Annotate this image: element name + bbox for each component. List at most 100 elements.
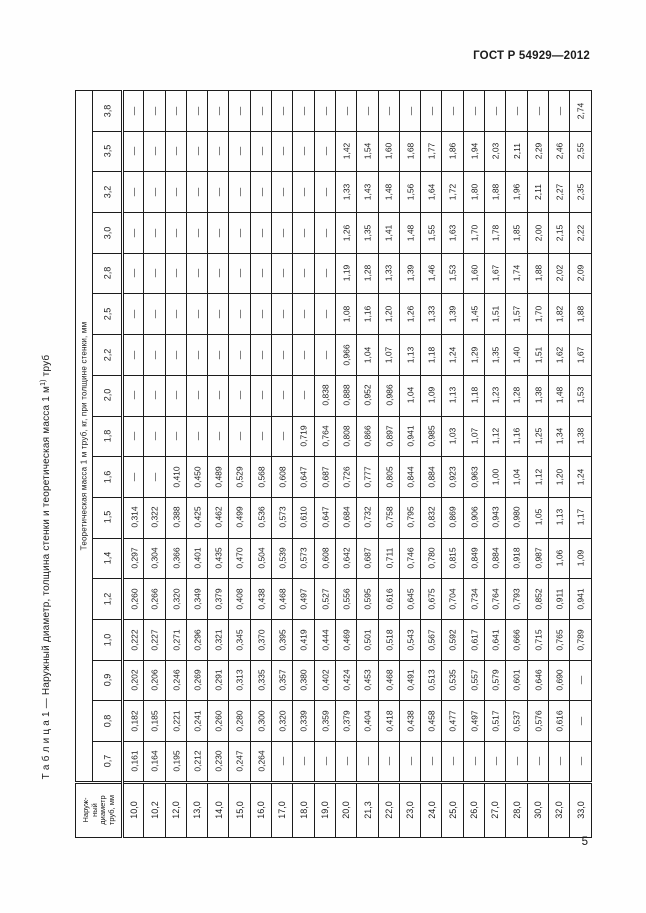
mass-value-cell: 0,291 bbox=[207, 659, 230, 702]
mass-value-cell: 1,48 bbox=[398, 212, 422, 254]
mass-value-cell: 0,491 bbox=[398, 659, 422, 702]
mass-value-cell: 1,28 bbox=[356, 252, 379, 295]
empty-dash-cell: — bbox=[228, 130, 251, 173]
empty-dash-cell: — bbox=[313, 130, 336, 173]
thickness-header-cell: 1,2 bbox=[92, 578, 123, 620]
mass-value-cell: 0,241 bbox=[185, 700, 209, 742]
empty-dash-cell: — bbox=[292, 90, 315, 132]
empty-dash-cell: — bbox=[484, 741, 507, 783]
diameter-header-cell: 14,0 bbox=[207, 780, 230, 838]
empty-dash-cell: — bbox=[120, 90, 145, 132]
mass-value-cell: 0,780 bbox=[420, 537, 443, 580]
mass-value-cell: 1,51 bbox=[484, 293, 507, 336]
thickness-header-cell: 1,5 bbox=[92, 496, 123, 539]
mass-value-cell: 1,16 bbox=[505, 415, 528, 458]
mass-value-cell: 1,09 bbox=[569, 537, 592, 580]
mass-value-cell: 0,595 bbox=[356, 578, 379, 620]
mass-value-cell: 1,09 bbox=[420, 374, 443, 417]
empty-dash-cell: — bbox=[271, 212, 294, 254]
thickness-header-cell: 2,8 bbox=[92, 252, 123, 295]
mass-value-cell: 0,746 bbox=[398, 537, 422, 580]
table-caption-tail: труб bbox=[41, 354, 53, 380]
empty-dash-cell: — bbox=[569, 659, 592, 702]
empty-dash-cell: — bbox=[164, 415, 187, 458]
mass-value-cell: 1,85 bbox=[505, 212, 528, 254]
mass-value-cell: 0,576 bbox=[526, 700, 549, 742]
empty-dash-cell: — bbox=[271, 171, 294, 214]
thickness-header-cell: 3,0 bbox=[92, 212, 123, 254]
mass-value-cell: 0,941 bbox=[398, 415, 422, 458]
mass-value-cell: 0,815 bbox=[441, 537, 464, 580]
mass-value-cell: 0,182 bbox=[120, 700, 145, 742]
mass-value-cell: 2,03 bbox=[484, 130, 507, 173]
empty-dash-cell: — bbox=[313, 90, 336, 132]
empty-dash-cell: — bbox=[143, 212, 166, 254]
mass-value-cell: 1,38 bbox=[526, 374, 549, 417]
empty-dash-cell: — bbox=[313, 293, 336, 336]
mass-value-cell: 0,911 bbox=[547, 578, 571, 620]
mass-value-cell: 0,897 bbox=[377, 415, 400, 458]
mass-value-cell: 0,264 bbox=[249, 741, 273, 783]
empty-dash-cell: — bbox=[185, 293, 209, 336]
empty-dash-cell: — bbox=[292, 212, 315, 254]
mass-value-cell: 1,03 bbox=[441, 415, 464, 458]
empty-dash-cell: — bbox=[292, 374, 315, 417]
mass-span-header-text: Теоретическая масса 1 м труб, кг, при то… bbox=[79, 321, 89, 551]
mass-value-cell: 1,33 bbox=[377, 252, 400, 295]
empty-dash-cell: — bbox=[164, 90, 187, 132]
empty-dash-cell: — bbox=[292, 171, 315, 214]
mass-value-cell: 1,94 bbox=[462, 130, 486, 173]
mass-value-cell: 1,13 bbox=[398, 334, 422, 376]
mass-value-cell: 0,266 bbox=[143, 578, 166, 620]
mass-value-cell: 1,38 bbox=[569, 415, 592, 458]
mass-value-cell: 0,852 bbox=[526, 578, 549, 620]
mass-value-cell: 0,444 bbox=[313, 618, 336, 661]
mass-value-cell: 0,504 bbox=[249, 537, 273, 580]
thickness-header-cell: 1,0 bbox=[92, 618, 123, 661]
diameter-header-cell: 10,0 bbox=[120, 780, 145, 838]
empty-dash-cell: — bbox=[120, 212, 145, 254]
empty-dash-cell: — bbox=[292, 130, 315, 173]
page-number: 5 bbox=[581, 836, 588, 848]
thickness-header-cell: 3,2 bbox=[92, 171, 123, 214]
mass-value-cell: 0,322 bbox=[143, 496, 166, 539]
mass-value-cell: 0,370 bbox=[249, 618, 273, 661]
mass-value-cell: 2,29 bbox=[526, 130, 549, 173]
empty-dash-cell: — bbox=[207, 293, 230, 336]
mass-value-cell: 0,764 bbox=[484, 578, 507, 620]
mass-value-cell: 1,74 bbox=[505, 252, 528, 295]
thickness-header-cell: 0,7 bbox=[92, 741, 123, 783]
mass-value-cell: 0,470 bbox=[228, 537, 251, 580]
mass-value-cell: 1,51 bbox=[526, 334, 549, 376]
mass-value-cell: 0,164 bbox=[143, 741, 166, 783]
empty-dash-cell: — bbox=[547, 90, 571, 132]
diameter-header-cell: 15,0 bbox=[228, 780, 251, 838]
mass-value-cell: 0,832 bbox=[420, 496, 443, 539]
mass-value-cell: 1,67 bbox=[569, 334, 592, 376]
empty-dash-cell: — bbox=[292, 252, 315, 295]
mass-value-cell: 0,321 bbox=[207, 618, 230, 661]
mass-value-cell: 1,48 bbox=[547, 374, 571, 417]
mass-value-cell: 0,844 bbox=[398, 456, 422, 498]
empty-dash-cell: — bbox=[120, 456, 145, 498]
diameter-header-cell: 28,0 bbox=[505, 780, 528, 838]
mass-value-cell: 1,56 bbox=[398, 171, 422, 214]
mass-value-cell: 0,539 bbox=[271, 537, 294, 580]
mass-value-cell: 0,450 bbox=[185, 456, 209, 498]
mass-value-cell: 0,568 bbox=[249, 456, 273, 498]
mass-value-cell: 0,320 bbox=[164, 578, 187, 620]
thickness-header-cell: 1,8 bbox=[92, 415, 123, 458]
mass-value-cell: 0,222 bbox=[120, 618, 145, 661]
empty-dash-cell: — bbox=[462, 90, 486, 132]
mass-value-cell: 1,06 bbox=[547, 537, 571, 580]
mass-value-cell: 0,666 bbox=[505, 618, 528, 661]
diameter-header-cell: 19,0 bbox=[313, 780, 336, 838]
mass-value-cell: 1,82 bbox=[547, 293, 571, 336]
empty-dash-cell: — bbox=[120, 130, 145, 173]
empty-dash-cell: — bbox=[441, 741, 464, 783]
mass-value-cell: 1,60 bbox=[377, 130, 400, 173]
empty-dash-cell: — bbox=[185, 334, 209, 376]
mass-value-cell: 1,34 bbox=[547, 415, 571, 458]
mass-value-cell: 0,963 bbox=[462, 456, 486, 498]
empty-dash-cell: — bbox=[143, 171, 166, 214]
